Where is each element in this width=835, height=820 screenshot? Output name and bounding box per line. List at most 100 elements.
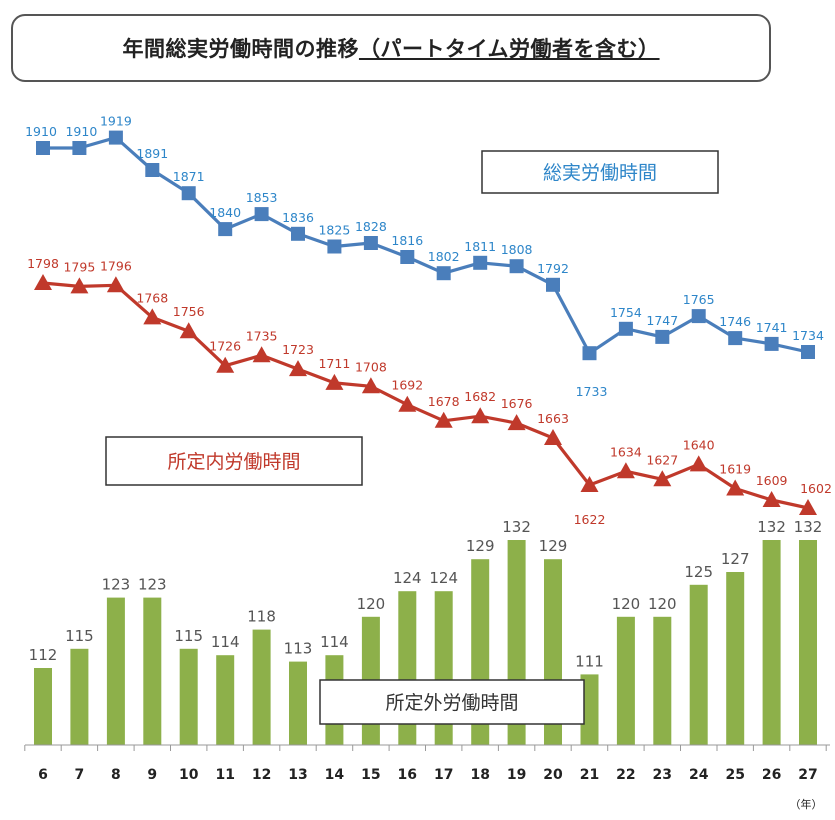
bar-label-8: 123 bbox=[102, 576, 131, 594]
total-hours-label-26: 1741 bbox=[756, 320, 788, 335]
total-hours-point-21 bbox=[582, 346, 597, 361]
scheduled-hours-label-21: 1622 bbox=[574, 512, 606, 527]
scheduled-hours-point-16 bbox=[398, 395, 417, 412]
scheduled-hours-label-14: 1711 bbox=[318, 356, 350, 371]
legend-overtime-hours-text: 所定外労働時間 bbox=[385, 692, 518, 714]
scheduled-hours-point-9 bbox=[143, 308, 162, 325]
scheduled-hours-point-25 bbox=[726, 479, 745, 496]
total-hours-point-18 bbox=[473, 255, 488, 270]
bar-label-13: 113 bbox=[284, 640, 313, 658]
bar-label-6: 112 bbox=[29, 646, 58, 664]
total-hours-point-7 bbox=[72, 141, 87, 155]
scheduled-hours-line bbox=[42, 281, 809, 510]
scheduled-hours-point-11 bbox=[216, 356, 235, 373]
bar-22 bbox=[616, 616, 635, 745]
scheduled-hours-point-27 bbox=[799, 499, 817, 515]
scheduled-hours-point-18 bbox=[471, 407, 490, 424]
total-hours-label-8: 1919 bbox=[100, 114, 132, 129]
total-hours-point-13 bbox=[291, 226, 305, 241]
total-hours-label-11: 1840 bbox=[209, 205, 241, 220]
scheduled-hours-label-25: 1619 bbox=[719, 462, 751, 477]
bar-label-11: 114 bbox=[211, 633, 240, 651]
bar-27 bbox=[799, 540, 817, 745]
legend-overtime-hours-box bbox=[319, 679, 585, 725]
bar-label-7: 115 bbox=[65, 627, 94, 645]
bar-label-9: 123 bbox=[138, 576, 167, 594]
x-tick-label-7: 7 bbox=[75, 767, 85, 783]
bar-label-14: 114 bbox=[320, 633, 349, 651]
chart-title: 年間総実労働時間の推移（パートタイム労働者を含む） bbox=[122, 37, 660, 61]
total-hours-point-10 bbox=[181, 186, 196, 201]
scheduled-hours-label-13: 1723 bbox=[282, 342, 314, 357]
total-hours-label-6: 1910 bbox=[25, 124, 57, 139]
total-hours-point-9 bbox=[145, 163, 160, 177]
scheduled-hours-label-26: 1609 bbox=[756, 473, 788, 488]
bar-label-15: 120 bbox=[357, 595, 386, 613]
total-hours-label-19: 1808 bbox=[501, 242, 533, 257]
x-tick-label-12: 12 bbox=[252, 767, 271, 783]
bar-label-19: 132 bbox=[502, 518, 531, 536]
x-tick-label-18: 18 bbox=[470, 767, 489, 783]
scheduled-hours-point-6 bbox=[34, 274, 52, 290]
bar-label-17: 124 bbox=[429, 569, 458, 587]
scheduled-hours-label-7: 1795 bbox=[63, 259, 95, 274]
total-hours-label-16: 1816 bbox=[391, 233, 423, 248]
total-hours-point-24 bbox=[691, 309, 706, 324]
total-hours-label-14: 1825 bbox=[318, 223, 350, 238]
total-hours-point-19 bbox=[509, 259, 524, 274]
bar-label-20: 129 bbox=[539, 537, 568, 555]
scheduled-hours-point-12 bbox=[252, 346, 271, 363]
legend-total-hours-text: 総実労働時間 bbox=[543, 162, 657, 184]
x-tick-label-11: 11 bbox=[215, 767, 234, 783]
total-hours-label-15: 1828 bbox=[355, 219, 387, 234]
x-tick-label-13: 13 bbox=[288, 767, 307, 783]
scheduled-hours-label-20: 1663 bbox=[537, 411, 569, 426]
chart-title-paren: （パートタイム労働者を含む） bbox=[358, 37, 660, 61]
total-hours-point-17 bbox=[436, 266, 451, 281]
bar-13 bbox=[289, 661, 307, 745]
x-tick-label-20: 20 bbox=[543, 767, 563, 783]
bar-26 bbox=[762, 540, 781, 745]
total-hours-label-24: 1765 bbox=[683, 292, 715, 307]
scheduled-hours-label-22: 1634 bbox=[610, 444, 642, 459]
total-hours-label-21: 1733 bbox=[576, 384, 608, 399]
bar-25 bbox=[726, 572, 745, 745]
x-tick-label-21: 21 bbox=[580, 767, 599, 783]
total-hours-point-8 bbox=[108, 130, 123, 145]
bar-6 bbox=[34, 668, 52, 745]
total-hours-point-6 bbox=[36, 141, 50, 155]
bar-7 bbox=[70, 648, 89, 745]
x-tick-label-19: 19 bbox=[507, 767, 526, 783]
bar-label-18: 129 bbox=[466, 537, 495, 555]
bar-label-12: 118 bbox=[247, 608, 276, 626]
scheduled-hours-point-19 bbox=[507, 414, 526, 431]
x-tick-label-8: 8 bbox=[111, 767, 121, 783]
bar-label-25: 127 bbox=[721, 550, 750, 568]
total-hours-point-22 bbox=[618, 321, 633, 336]
scheduled-hours-label-10: 1756 bbox=[173, 304, 205, 319]
x-tick-label-14: 14 bbox=[325, 767, 345, 783]
total-hours-label-18: 1811 bbox=[464, 239, 496, 254]
total-hours-label-17: 1802 bbox=[428, 249, 460, 264]
x-tick-label-16: 16 bbox=[398, 767, 417, 783]
bar-10 bbox=[179, 648, 198, 745]
scheduled-hours-point-7 bbox=[70, 277, 89, 294]
x-tick-label-10: 10 bbox=[179, 767, 199, 783]
bar-21 bbox=[580, 674, 599, 745]
scheduled-hours-label-16: 1692 bbox=[391, 378, 423, 393]
total-hours-label-10: 1871 bbox=[173, 169, 205, 184]
bar-label-21: 111 bbox=[575, 652, 604, 670]
bar-11 bbox=[216, 655, 235, 745]
scheduled-hours-point-13 bbox=[289, 360, 307, 377]
x-tick-label-9: 9 bbox=[147, 767, 157, 783]
total-hours-line bbox=[43, 136, 809, 355]
x-tick-label-25: 25 bbox=[725, 767, 744, 783]
scheduled-hours-label-24: 1640 bbox=[683, 437, 715, 452]
chart-title-box: 年間総実労働時間の推移（パートタイム労働者を含む） bbox=[11, 14, 771, 82]
scheduled-hours-label-18: 1682 bbox=[464, 389, 496, 404]
scheduled-hours-label-15: 1708 bbox=[355, 359, 387, 374]
scheduled-hours-point-14 bbox=[325, 373, 344, 390]
bar-8 bbox=[106, 597, 125, 745]
scheduled-hours-label-23: 1627 bbox=[646, 452, 678, 467]
legend-total-hours-box bbox=[481, 150, 719, 194]
